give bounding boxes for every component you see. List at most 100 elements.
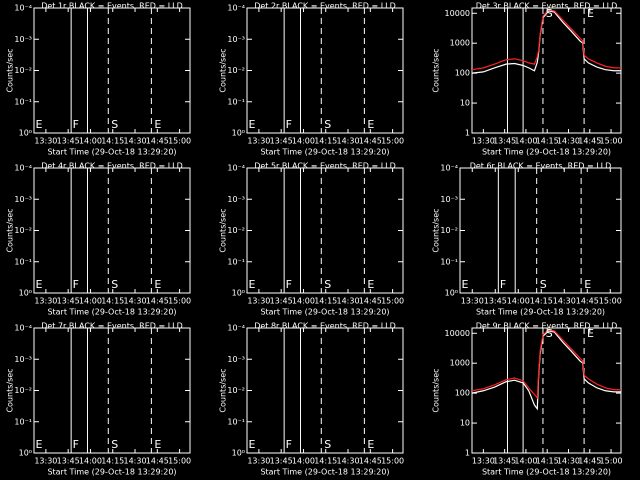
y-tick-label: 10⁰	[445, 289, 458, 298]
series-line	[472, 9, 621, 71]
y-axis-label: Counts/sec	[6, 208, 15, 252]
panel: Det 2r BLACK = Events, RED = LLD Start Ti…	[219, 2, 405, 157]
marker-label: S	[111, 118, 118, 131]
marker-label: F	[286, 278, 292, 291]
x-tick-label: 14:30	[123, 137, 146, 146]
marker-label: E	[367, 438, 374, 451]
panel: Det 3r BLACK = Events, RED = LLD Start Ti…	[432, 2, 623, 157]
y-axis-label: Counts/sec	[219, 368, 228, 412]
x-tick-label: 13:30	[472, 457, 495, 466]
y-tick-label: 10⁻⁴	[14, 164, 32, 173]
y-tick-label: 1000	[450, 39, 470, 48]
marker-label: S	[324, 278, 331, 291]
marker-label: S	[546, 7, 553, 20]
y-tick-label: 10⁻²	[14, 386, 32, 395]
x-axis-label: Start Time (29-Oct-18 13:29:20)	[482, 148, 611, 157]
y-axis-label: Counts/sec	[432, 48, 441, 92]
panel-title: Det 5r BLACK = Events, RED = LLD	[254, 162, 396, 171]
x-tick-label: 13:45	[270, 137, 293, 146]
marker-label: S	[324, 118, 331, 131]
series-line	[472, 329, 621, 400]
panel: Det 9r BLACK = Events, RED = LLD Start Ti…	[432, 322, 623, 477]
series-line	[472, 10, 621, 74]
plot-area	[472, 8, 621, 133]
x-tick-label: 14:45	[578, 457, 601, 466]
x-tick-label: 13:30	[247, 137, 270, 146]
x-tick-label: 13:30	[34, 457, 57, 466]
y-tick-label: 10⁻¹	[227, 257, 245, 266]
x-tick-label: 14:15	[536, 457, 559, 466]
x-tick-label: 14:45	[359, 297, 382, 306]
y-tick-label: 10⁻³	[227, 355, 245, 364]
y-tick-label: 10⁰	[232, 449, 245, 458]
x-tick-label: 13:45	[270, 457, 293, 466]
panel: Det 8r BLACK = Events, RED = LLD Start Ti…	[219, 322, 405, 477]
marker-label: S	[111, 438, 118, 451]
y-tick-label: 10⁰	[19, 289, 32, 298]
x-tick-label: 14:00	[292, 297, 315, 306]
y-tick-label: 10⁻⁴	[440, 164, 458, 173]
y-tick-label: 10	[460, 99, 470, 108]
x-tick-label: 13:30	[472, 137, 495, 146]
marker-label: F	[286, 438, 292, 451]
y-tick-label: 10⁰	[19, 449, 32, 458]
marker-label: E	[248, 118, 255, 131]
x-tick-label: 14:45	[359, 137, 382, 146]
marker-label: E	[35, 278, 42, 291]
x-tick-label: 13:45	[270, 297, 293, 306]
x-tick-label: 14:15	[101, 457, 124, 466]
panel-title: Det 9r BLACK = Events, RED = LLD	[476, 322, 618, 331]
x-axis-label: Start Time (29-Oct-18 13:29:20)	[260, 148, 389, 157]
panel-title: Det 3r BLACK = Events, RED = LLD	[476, 2, 618, 11]
y-tick-label: 100	[455, 389, 470, 398]
marker-label: E	[587, 327, 594, 340]
plot-area	[283, 328, 365, 453]
y-tick-label: 1	[465, 129, 470, 138]
x-axis-label: Start Time (29-Oct-18 13:29:20)	[47, 468, 176, 477]
x-tick-label: 15:00	[168, 457, 191, 466]
x-tick-label: 13:30	[247, 297, 270, 306]
x-tick-label: 13:45	[493, 457, 516, 466]
y-tick-label: 10⁻⁴	[14, 324, 32, 333]
plot-area	[70, 8, 152, 133]
x-tick-label: 14:45	[146, 297, 169, 306]
x-tick-label: 14:15	[314, 137, 337, 146]
x-tick-label: 14:45	[146, 457, 169, 466]
panel-title: Det 2r BLACK = Events, RED = LLD	[254, 2, 396, 11]
x-tick-label: 13:45	[57, 457, 80, 466]
marker-label: E	[248, 278, 255, 291]
x-axis-label: Start Time (29-Oct-18 13:29:20)	[47, 148, 176, 157]
panel-title: Det 6r BLACK = Events, RED = LLD	[470, 162, 612, 171]
y-tick-label: 10⁻²	[227, 226, 245, 235]
y-tick-label: 10⁻²	[14, 66, 32, 75]
y-tick-label: 10⁻³	[440, 195, 458, 204]
x-axis-label: Start Time (29-Oct-18 13:29:20)	[476, 308, 605, 317]
y-tick-label: 1000	[450, 359, 470, 368]
y-tick-label: 10⁻³	[14, 35, 32, 44]
x-tick-label: 14:15	[530, 297, 553, 306]
x-tick-label: 14:00	[79, 137, 102, 146]
y-tick-label: 10⁻²	[14, 226, 32, 235]
y-tick-label: 10000	[445, 9, 470, 18]
panel-title: Det 4r BLACK = Events, RED = LLD	[41, 162, 183, 171]
y-tick-label: 10⁻⁴	[227, 324, 245, 333]
panel-title: Det 7r BLACK = Events, RED = LLD	[41, 322, 183, 331]
y-tick-label: 10000	[445, 329, 470, 338]
x-tick-label: 15:00	[600, 137, 623, 146]
x-tick-label: 14:00	[79, 457, 102, 466]
y-axis-label: Counts/sec	[219, 208, 228, 252]
x-tick-label: 13:45	[57, 137, 80, 146]
x-tick-label: 14:15	[314, 457, 337, 466]
y-tick-label: 10⁻¹	[14, 97, 32, 106]
panel: Det 6r BLACK = Events, RED = LLD Start Ti…	[432, 162, 622, 317]
plot-area	[70, 328, 152, 453]
marker-label: E	[367, 118, 374, 131]
marker-label: E	[35, 118, 42, 131]
y-tick-label: 10⁻¹	[227, 417, 245, 426]
x-tick-label: 14:45	[146, 137, 169, 146]
x-tick-label: 14:30	[123, 297, 146, 306]
y-tick-label: 10⁰	[232, 129, 245, 138]
marker-label: S	[540, 278, 547, 291]
y-tick-label: 10⁻⁴	[227, 4, 245, 13]
